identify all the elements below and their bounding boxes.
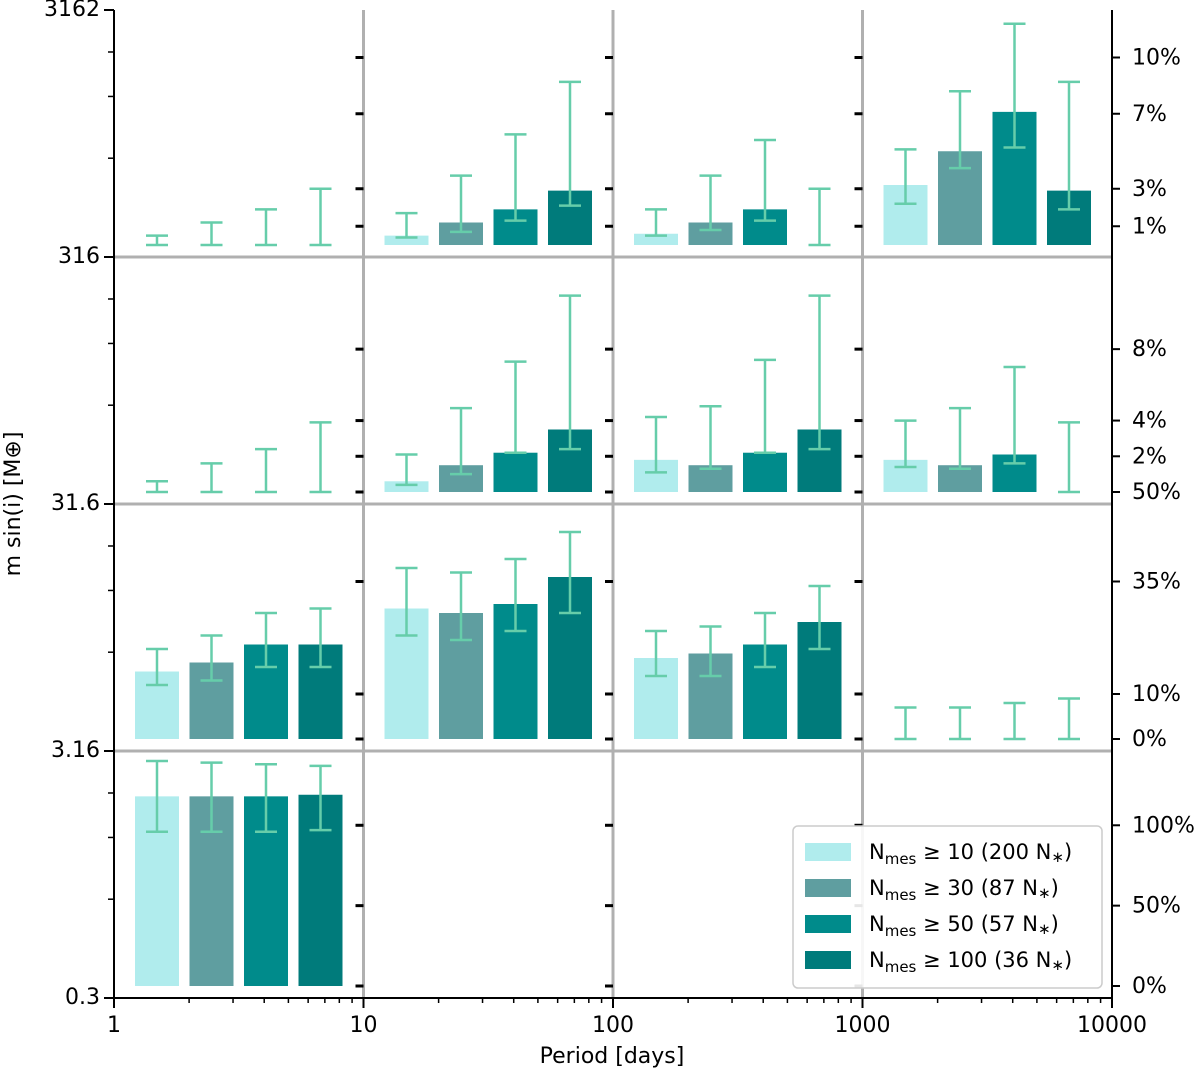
legend-swatch xyxy=(805,915,851,933)
right-tick-label: 50% xyxy=(1132,480,1181,505)
x-tick-label: 10 xyxy=(350,1013,378,1038)
bar xyxy=(384,235,429,245)
right-tick-label: 35% xyxy=(1132,570,1181,595)
grid-layer xyxy=(114,10,1112,998)
y-tick-label: 3.16 xyxy=(51,738,100,763)
legend-label: Nmes ≥ 100 (36 N∗) xyxy=(869,948,1072,976)
legend-swatch xyxy=(805,843,851,861)
x-tick-label: 1 xyxy=(107,1013,121,1038)
y-tick-label: 31.6 xyxy=(51,491,100,516)
error-bars-layer xyxy=(146,22,1080,833)
legend-swatch xyxy=(805,879,851,897)
legend-swatch xyxy=(805,951,851,969)
legend-label: Nmes ≥ 50 (57 N∗) xyxy=(869,912,1059,940)
legend-label: Nmes ≥ 10 (200 N∗) xyxy=(869,840,1072,868)
right-tick-label: 7% xyxy=(1132,102,1167,127)
right-tick-label: 8% xyxy=(1132,337,1167,362)
x-tick-label: 100 xyxy=(592,1013,634,1038)
ticks-layer: 1% 3% 7% 10% 50% 2% 4% 8% 0% 10% 35% 0% 50% 100% xyxy=(108,46,1195,999)
y-tick-label: 3162 xyxy=(44,0,100,22)
right-tick-label: 1% xyxy=(1132,214,1167,239)
bar xyxy=(743,452,787,492)
x-tick-label: 1000 xyxy=(835,1013,891,1038)
bar xyxy=(688,222,733,245)
right-tick-label: 4% xyxy=(1132,409,1167,434)
y-tick-label: 0.3 xyxy=(65,985,100,1010)
right-tick-label: 0% xyxy=(1132,974,1167,999)
y-tick-label: 316 xyxy=(58,244,100,269)
x-tick-label: 10000 xyxy=(1077,1013,1147,1038)
axes-layer: 0.3 3.16 31.6 316 3162 1 10 100 1000 10000 xyxy=(44,0,1147,1038)
x-axis-label: Period [days] xyxy=(540,1044,685,1069)
bar xyxy=(439,222,483,245)
legend-box xyxy=(792,825,1103,989)
right-tick-label: 0% xyxy=(1132,727,1167,752)
right-tick-label: 3% xyxy=(1132,177,1167,202)
right-tick-label: 100% xyxy=(1132,813,1195,838)
right-tick-label: 10% xyxy=(1132,682,1181,707)
right-tick-label: 50% xyxy=(1132,894,1181,919)
right-tick-label: 2% xyxy=(1132,444,1167,469)
legend: Nmes ≥ 10 (200 N∗) Nmes ≥ 30 (87 N∗) Nmes … xyxy=(792,825,1103,989)
bar xyxy=(634,233,678,245)
legend-label: Nmes ≥ 30 (87 N∗) xyxy=(869,876,1059,904)
y-axis-label: m sin(i) [M⊕] xyxy=(1,432,26,577)
bar xyxy=(493,452,538,492)
bar xyxy=(384,481,429,492)
right-tick-label: 10% xyxy=(1132,46,1181,71)
